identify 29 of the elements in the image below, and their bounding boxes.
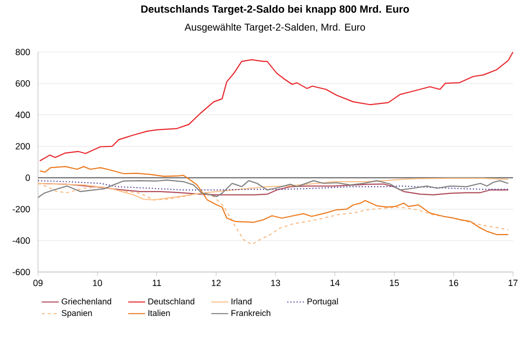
chart-title: Deutschlands Target-2-Saldo bei knapp 800 Mrd. Euro — [141, 5, 409, 15]
legend-label: Spanien — [62, 310, 92, 318]
line-series — [39, 51, 514, 162]
y-tick-label: 0 — [26, 174, 30, 181]
y-tick-label: 600 — [16, 80, 30, 87]
legend-label: Portugal — [308, 298, 338, 306]
x-tick-label: 16 — [449, 280, 458, 286]
legend-label: Irland — [232, 298, 252, 304]
y-tick-label: 800 — [16, 48, 30, 56]
chart-subtitle: Ausgewählte Target-2-Salden, Mrd. Euro — [184, 23, 366, 33]
line-series — [37, 180, 509, 191]
x-tick-label: 17 — [508, 280, 518, 286]
legend-label: Deutschland — [148, 298, 194, 304]
y-tick-label: 200 — [16, 143, 30, 150]
legend-label: Italien — [148, 310, 170, 316]
legend-label: Frankreich — [231, 310, 270, 316]
line-series — [39, 166, 509, 236]
y-tick-label: -200 — [12, 206, 30, 212]
y-tick-label: -600 — [12, 268, 30, 276]
y-tick-label: -400 — [12, 237, 30, 244]
legend-label: Griechenland — [62, 298, 112, 304]
x-tick-label: 15 — [390, 280, 399, 286]
x-tick-label: 10 — [93, 280, 102, 286]
x-tick-label: 12 — [212, 280, 221, 286]
x-tick-label: 13 — [271, 280, 280, 286]
y-tick-label: 400 — [15, 112, 30, 118]
x-tick-label: 11 — [152, 280, 161, 286]
x-tick-label: 09 — [33, 280, 43, 286]
x-tick-label: 14 — [330, 280, 340, 286]
